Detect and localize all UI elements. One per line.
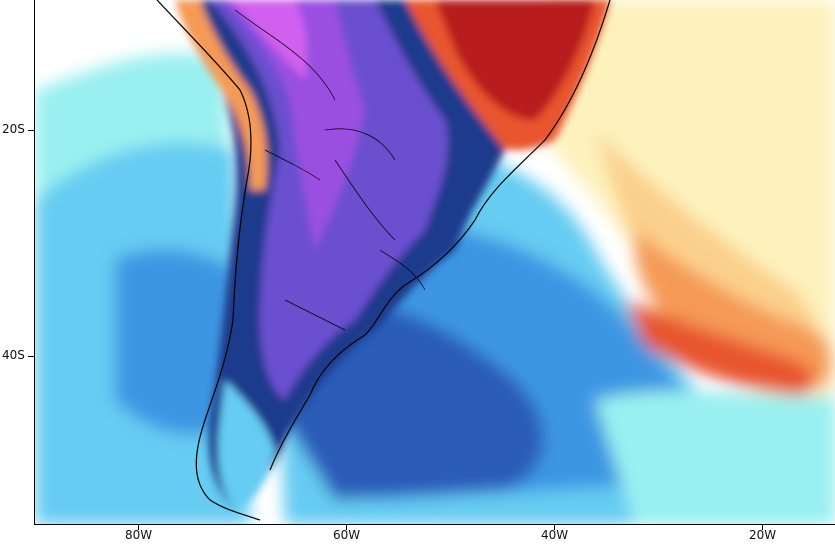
coastline-west [156,0,261,521]
x-tick-mark-60w [346,525,347,530]
south-atlantic-cyan-field [595,390,835,524]
atlantic-red-orange-field [625,300,816,395]
continent-magenta-field [230,0,307,80]
x-tick-mark-20w [762,525,763,530]
y-tick-label-40s: 40S [2,348,25,362]
brazil-dark-red-field [435,0,595,120]
andes-warm-stripe [175,0,267,190]
coastline-east [269,0,611,471]
field-map [35,0,835,524]
x-tick-label-20w: 20W [749,528,777,542]
x-tick-mark-80w [138,525,139,530]
atlantic-orange-field [634,230,832,385]
x-tick-label-80w: 80W [125,528,153,542]
x-tick-label-40w: 40W [541,528,569,542]
y-tick-label-20s: 20S [2,122,25,136]
continent-violet-field [225,0,365,250]
map-panel[interactable] [34,0,835,525]
country-borders [234,9,426,331]
y-tick-mark-20s [28,130,34,131]
x-tick-label-60w: 60W [333,528,361,542]
pacific-mid-blue-field [115,249,235,435]
y-tick-mark-40s [28,356,34,357]
patagonia-light-field [218,380,275,510]
x-tick-mark-40w [554,525,555,530]
